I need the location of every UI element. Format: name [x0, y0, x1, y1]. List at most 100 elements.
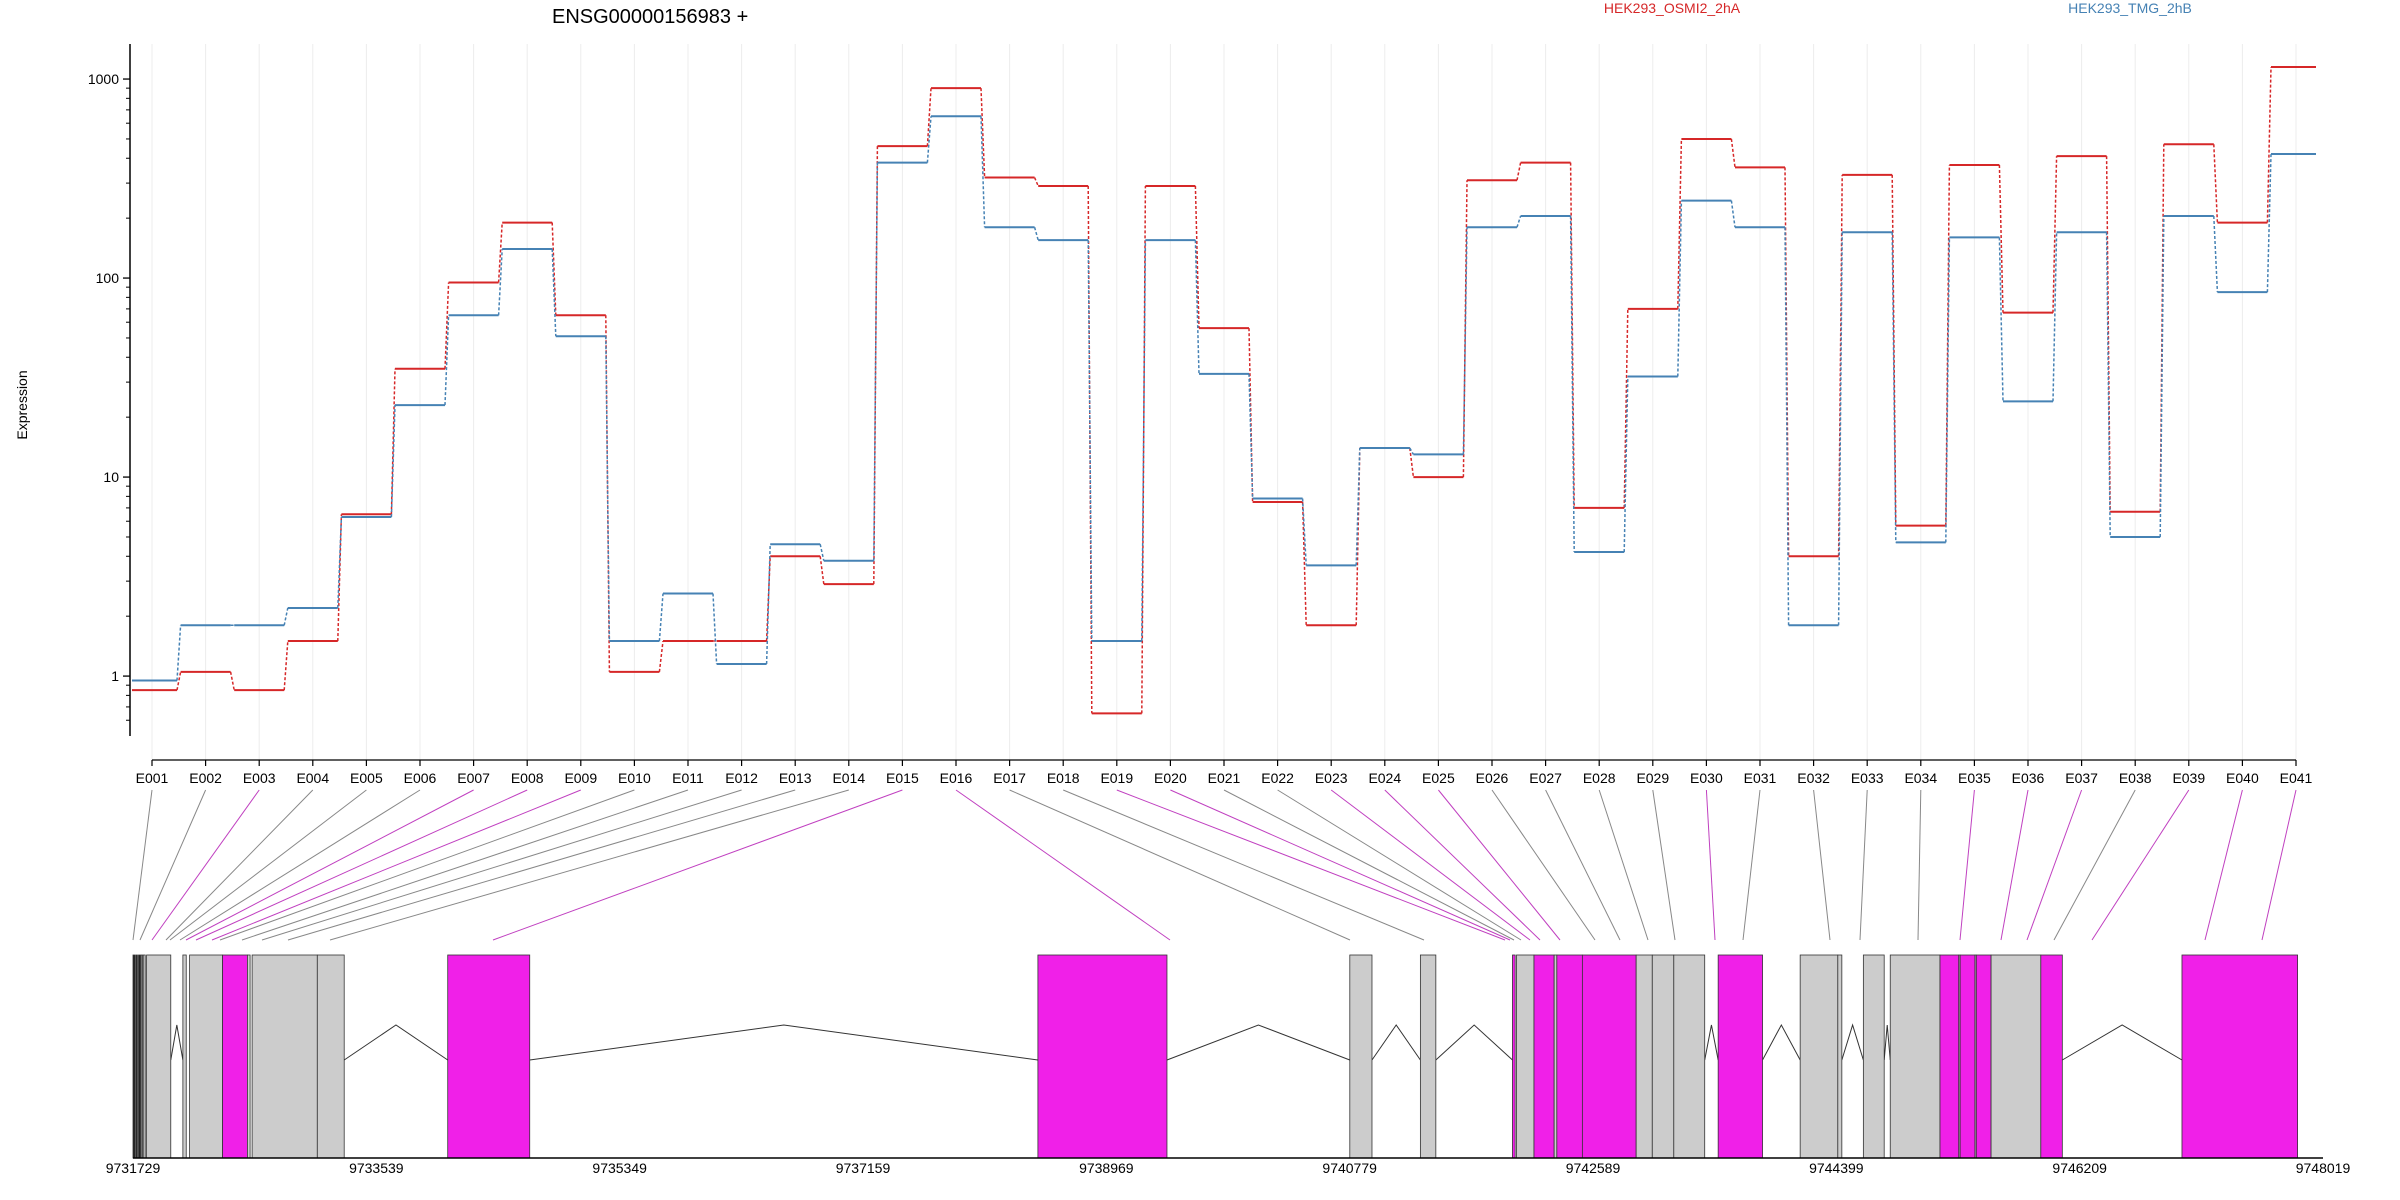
connector-E010 — [219, 789, 635, 941]
intron — [1435, 1024, 1513, 1061]
y-tick-label-10: 10 — [103, 469, 119, 485]
connector-E039 — [2091, 789, 2190, 941]
grid-lines — [151, 44, 2297, 760]
x-tick-label-E041: E041 — [2280, 770, 2313, 786]
exon-38 — [2181, 954, 2298, 1159]
y-axis: 1 10 100 1000 — [88, 44, 131, 736]
x-tick-label-E037: E037 — [2065, 770, 2098, 786]
x-tick-label-E015: E015 — [886, 770, 919, 786]
exon-24 — [1651, 954, 1675, 1159]
x-tick-label-E018: E018 — [1047, 770, 1080, 786]
connector-E026 — [1491, 789, 1596, 941]
exon-9 — [222, 954, 248, 1159]
exon-30 — [1889, 954, 1941, 1159]
x-tick-label-E006: E006 — [404, 770, 437, 786]
intron — [1883, 1024, 1891, 1061]
x-tick-label-E009: E009 — [564, 770, 597, 786]
x-tick-label-E019: E019 — [1100, 770, 1133, 786]
x-tick-label-E028: E028 — [1583, 770, 1616, 786]
intron — [1371, 1024, 1421, 1061]
genomic-tick-label-9733539: 9733539 — [349, 1160, 404, 1176]
connector-E021 — [1223, 789, 1515, 941]
genomic-tick-label-9746209: 9746209 — [2052, 1160, 2107, 1176]
connector-E025 — [1438, 789, 1561, 941]
intron — [1841, 1023, 1864, 1061]
exon-5 — [142, 954, 146, 1159]
connector-E035 — [1959, 789, 1975, 941]
x-tick-label-E022: E022 — [1261, 770, 1294, 786]
x-tick-label-E033: E033 — [1851, 770, 1884, 786]
connector-E040 — [2204, 789, 2243, 941]
genomic-tick-label-9738969: 9738969 — [1079, 1160, 1134, 1176]
exon-29 — [1862, 954, 1885, 1159]
exon-3 — [138, 954, 141, 1159]
connector-E029 — [1652, 789, 1676, 941]
connector-E022 — [1277, 789, 1522, 941]
connector-E041 — [2261, 789, 2297, 941]
connector-E028 — [1598, 789, 1649, 941]
y-tick-label-1000: 1000 — [88, 71, 119, 87]
exon-13 — [447, 954, 531, 1159]
genomic-axis: 9731729 9733539 9735349 9737159 9738969 97407… — [106, 1157, 2351, 1176]
x-tick-label-E040: E040 — [2226, 770, 2259, 786]
exon-22 — [1581, 954, 1637, 1159]
connector-E015 — [492, 789, 903, 941]
exon-4 — [140, 954, 143, 1159]
x-tick-label-E010: E010 — [618, 770, 651, 786]
connector-E009 — [211, 789, 581, 941]
connector-E024 — [1384, 789, 1541, 941]
genomic-tick-label-9748019: 9748019 — [2296, 1160, 2351, 1176]
exon-14 — [1037, 954, 1168, 1159]
exon-20 — [1553, 954, 1558, 1159]
x-tick-label-E038: E038 — [2119, 770, 2152, 786]
x-tick-label-E026: E026 — [1476, 770, 1509, 786]
x-tick-label-E003: E003 — [243, 770, 276, 786]
genomic-tick-label-9737159: 9737159 — [836, 1160, 891, 1176]
x-tick-label-E024: E024 — [1368, 770, 1401, 786]
chart-title: ENSG00000156983 + — [552, 6, 748, 28]
connector-E006 — [179, 789, 421, 941]
connector-E014 — [329, 789, 849, 941]
x-tick-label-E034: E034 — [1904, 770, 1937, 786]
x-tick-label-E027: E027 — [1529, 770, 1562, 786]
exon-23 — [1635, 954, 1653, 1159]
y-axis-label: Expression — [14, 370, 30, 439]
x-tick-label-E036: E036 — [2012, 770, 2045, 786]
connector-E019 — [1116, 789, 1506, 941]
exon-36 — [1990, 954, 2042, 1159]
series-HEK293_TMG_2hB — [132, 115, 2316, 682]
genomic-tick-label-9731729: 9731729 — [106, 1160, 161, 1176]
exon-8 — [189, 954, 223, 1159]
connector-E034 — [1917, 789, 1922, 941]
exon-26 — [1717, 954, 1763, 1159]
connector-E005 — [169, 789, 367, 941]
connector-E011 — [241, 789, 689, 941]
x-tick-label-E012: E012 — [725, 770, 758, 786]
connector-E002 — [139, 789, 207, 941]
connector-E008 — [195, 789, 528, 941]
x-tick-label-E008: E008 — [511, 770, 544, 786]
genomic-tick-label-9735349: 9735349 — [592, 1160, 647, 1176]
x-tick-label-E029: E029 — [1636, 770, 1669, 786]
exon-12 — [316, 954, 345, 1159]
connector-E031 — [1742, 789, 1761, 941]
exon-35 — [1975, 954, 1992, 1159]
exon-18 — [1516, 954, 1535, 1159]
connector-E020 — [1170, 789, 1511, 941]
exon-17 — [1512, 954, 1516, 1159]
genomic-tick-label-9740779: 9740779 — [1322, 1160, 1377, 1176]
intron — [529, 1024, 1038, 1061]
exon-7 — [182, 954, 187, 1159]
intron — [170, 1024, 184, 1061]
x-tick-label-E014: E014 — [832, 770, 865, 786]
exon-11 — [251, 954, 318, 1159]
x-axis: E001 E002 E003 E004 E005 E006 E007 E008 E009 E010… — [136, 759, 2313, 786]
exon-16 — [1419, 954, 1437, 1159]
x-tick-label-E004: E004 — [296, 770, 329, 786]
series-lines — [132, 65, 2316, 715]
y-tick-label-1: 1 — [111, 668, 119, 684]
exon-33 — [1959, 954, 1976, 1159]
exon-25 — [1673, 954, 1706, 1159]
x-tick-label-E013: E013 — [779, 770, 812, 786]
x-tick-label-E001: E001 — [136, 770, 169, 786]
